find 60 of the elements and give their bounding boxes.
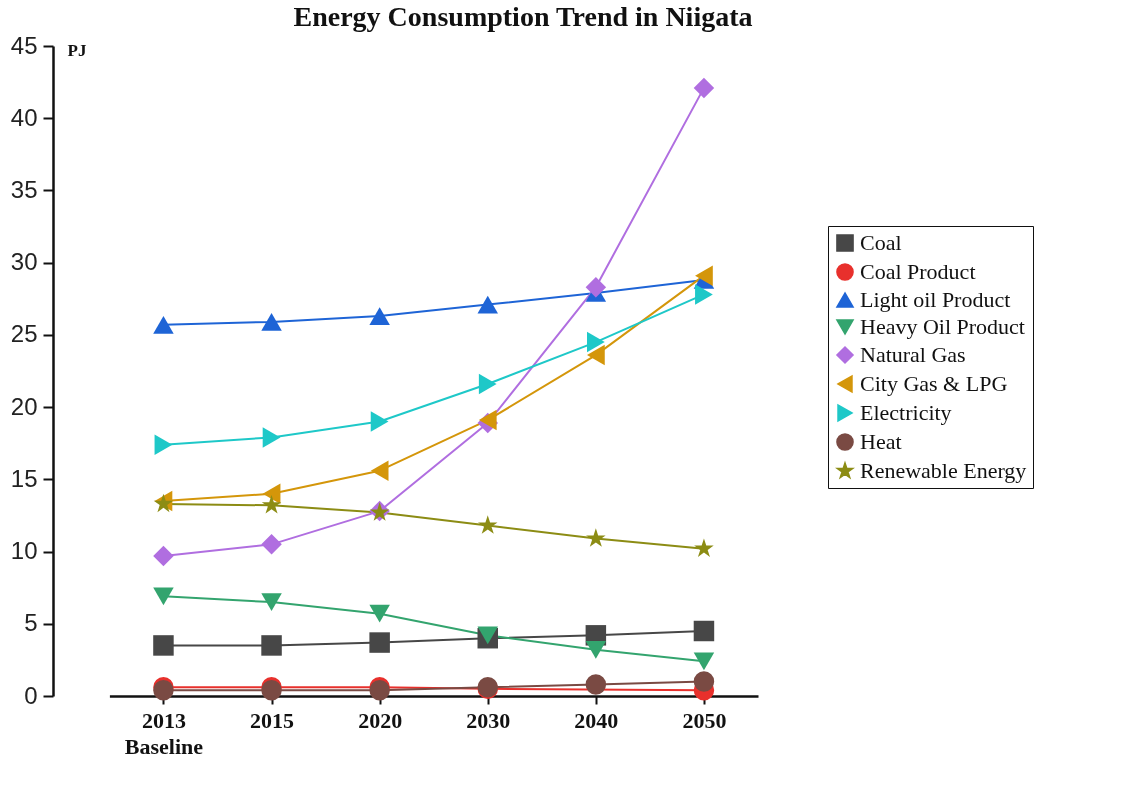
y-tick-label: 5 [24, 609, 38, 637]
point [153, 587, 174, 606]
point [153, 545, 174, 567]
point [586, 331, 605, 353]
point [153, 315, 174, 334]
point [586, 528, 606, 547]
point [261, 495, 282, 514]
point [695, 265, 713, 286]
point [586, 344, 605, 366]
point [262, 483, 281, 505]
y-tick-label: 20 [10, 392, 38, 420]
x-tick-label: 2020 [358, 707, 403, 733]
y-axis-title: PJ [67, 40, 87, 60]
point [695, 284, 713, 305]
point [261, 313, 282, 331]
legend-label: Natural Gas [860, 342, 966, 367]
chart-title: Energy Consumption Trend in Niigata [293, 1, 753, 32]
x-tick-label: 2015 [250, 707, 295, 733]
y-tick-label: 40 [10, 103, 38, 131]
point [585, 276, 607, 298]
legend-label: Heat [860, 429, 902, 454]
point [370, 460, 389, 481]
x-tick-label: 2013 Baseline [124, 707, 204, 759]
point [369, 604, 390, 623]
y-tick-label: 35 [10, 175, 38, 203]
point [261, 593, 282, 611]
point [478, 515, 498, 534]
point [261, 534, 282, 555]
point [585, 674, 607, 695]
legend-label: Renewable Energy [860, 458, 1027, 483]
x-tick-label: 2030 [466, 707, 511, 733]
y-tick-label: 15 [10, 464, 38, 492]
point [369, 307, 390, 325]
point [154, 434, 173, 455]
point [693, 77, 715, 99]
point [585, 640, 607, 659]
legend-label: City Gas & LPG [860, 371, 1008, 396]
y-tick-label: 25 [10, 320, 38, 348]
y-tick-label: 10 [10, 537, 38, 565]
legend-label: Coal [860, 230, 902, 255]
point [369, 632, 390, 653]
y-tick-label: 30 [10, 248, 38, 276]
y-tick-label: 0 [24, 681, 38, 709]
point [477, 295, 498, 314]
point [478, 373, 497, 395]
legend-label: Electricity [860, 400, 952, 425]
x-tick-label: 2040 [574, 707, 619, 733]
legend-label: Light oil Product [860, 287, 1011, 312]
point [693, 671, 715, 692]
legend-label: Heavy Oil Product [860, 314, 1025, 339]
point [261, 635, 282, 656]
point [153, 635, 174, 656]
x-tick-label: 2050 [682, 707, 727, 733]
point [693, 652, 715, 671]
legend-label: Coal Product [860, 259, 976, 284]
point [693, 620, 715, 642]
point [694, 538, 714, 557]
point [370, 411, 389, 432]
y-tick-label: 45 [10, 31, 38, 59]
point [262, 427, 281, 448]
